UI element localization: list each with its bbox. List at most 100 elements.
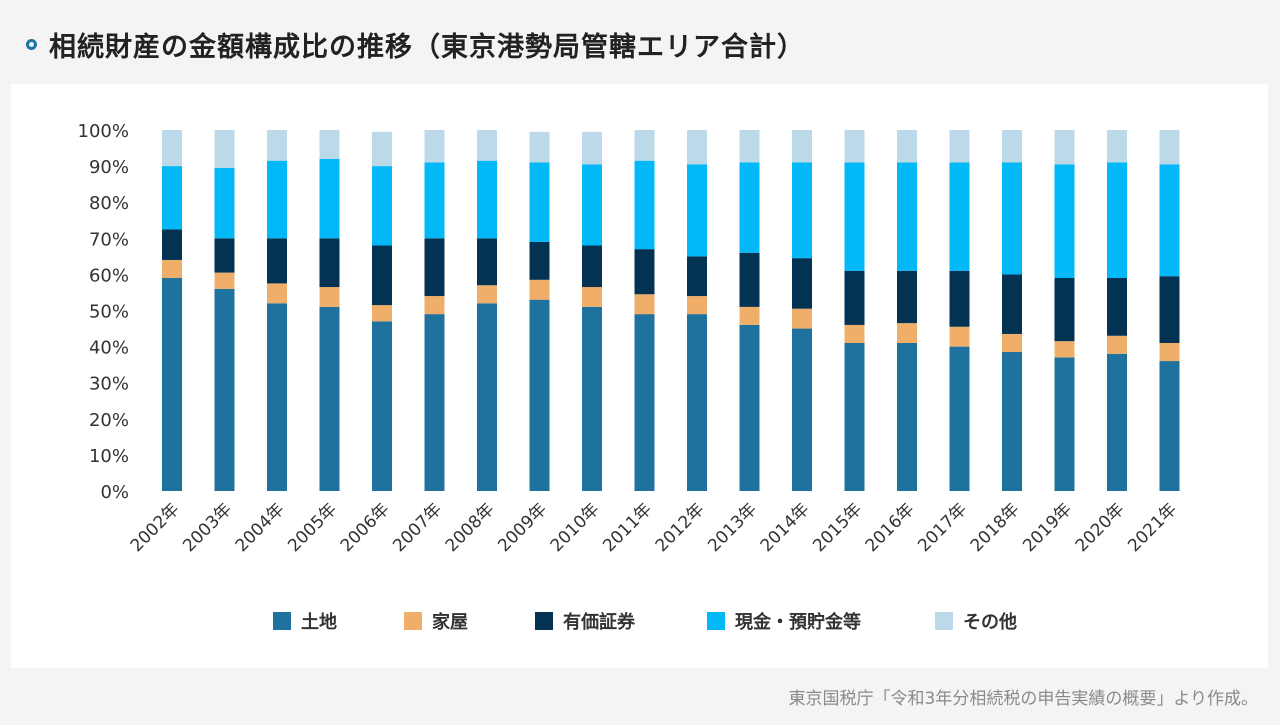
bar-segment <box>582 131 602 165</box>
legend-swatch <box>273 612 291 630</box>
bar-segment <box>844 270 865 325</box>
bar-segment <box>1054 130 1075 165</box>
bar-segment <box>792 328 812 491</box>
bar-segment <box>634 160 655 250</box>
bar-segment <box>267 130 287 161</box>
x-tick-label: 2005年 <box>284 499 341 556</box>
bar-segment <box>949 162 970 271</box>
x-tick-label: 2002年 <box>127 499 184 556</box>
bar-segment <box>529 299 550 491</box>
bar-segment <box>1002 352 1022 491</box>
bar-segment <box>1107 353 1127 491</box>
legend-label: その他 <box>963 611 1017 633</box>
bar-segment <box>162 278 182 491</box>
bar-segment <box>267 160 287 239</box>
bar-segment <box>1054 278 1075 342</box>
bar-segment <box>739 130 760 163</box>
x-tick-label: 2021年 <box>1124 499 1181 556</box>
bar-segment <box>424 238 445 297</box>
bar-segment <box>897 162 917 271</box>
legend-swatch <box>707 612 725 630</box>
bar-segment <box>582 287 602 307</box>
bar-segment <box>739 162 760 253</box>
bar-segment <box>792 258 812 309</box>
source-note: 東京国税庁「令和3年分相続税の申告実績の概要」より作成。 <box>788 689 1258 709</box>
bar-segment <box>1159 164 1180 277</box>
legend-swatch <box>935 612 953 630</box>
bar-segment <box>529 241 550 280</box>
title-bullet-icon <box>26 38 37 50</box>
bar-segment <box>1107 278 1127 336</box>
bar-segment <box>897 342 917 491</box>
bar-segment <box>214 272 235 289</box>
y-tick-label: 0% <box>100 482 129 503</box>
bar-segment <box>529 279 550 300</box>
bar-segment <box>319 158 340 239</box>
bar-segment <box>424 162 445 239</box>
bar-segment <box>687 256 707 297</box>
bar-segment <box>214 130 235 168</box>
bar-segment <box>214 167 235 239</box>
y-tick-label: 60% <box>89 265 129 286</box>
legend-swatch <box>404 612 422 630</box>
y-tick-label: 50% <box>89 302 129 323</box>
bar-segment <box>319 287 340 307</box>
x-tick-label: 2007年 <box>389 499 446 556</box>
legend-label: 現金・預貯金等 <box>735 611 861 633</box>
bar-segment <box>162 130 182 167</box>
bar-segment <box>949 326 970 347</box>
y-tick-label: 80% <box>89 193 129 214</box>
bar-segment <box>844 324 865 343</box>
bar-segment <box>424 314 445 491</box>
y-tick-label: 90% <box>89 157 129 178</box>
x-tick-label: 2020年 <box>1072 499 1129 556</box>
bar-segment <box>1002 333 1022 353</box>
bar-segment <box>844 342 865 491</box>
chart-title: 相続財産の金額構成比の推移（東京港勢局管轄エリア合計） <box>49 31 805 63</box>
bar-segment <box>949 346 970 491</box>
x-tick-label: 2018年 <box>967 499 1024 556</box>
bar-segment <box>477 130 497 161</box>
x-tick-label: 2015年 <box>809 499 866 556</box>
bar-segment <box>634 249 655 295</box>
bar-segment <box>687 130 707 165</box>
bar-segment <box>162 259 182 279</box>
bar-segment <box>949 130 970 163</box>
bar-segment <box>214 238 235 273</box>
y-tick-label: 20% <box>89 410 129 431</box>
bar-segment <box>319 306 340 491</box>
bar-segment <box>372 305 392 322</box>
x-tick-label-overflow: 2 <box>1212 499 1234 521</box>
bar-segment <box>267 238 287 284</box>
bar-segment <box>687 164 707 257</box>
bar-segment <box>897 270 917 324</box>
bar-segment <box>424 130 445 163</box>
x-tick-label: 2014年 <box>757 499 814 556</box>
x-tick-label: 2019年 <box>1019 499 1076 556</box>
bar-segment <box>1107 130 1127 163</box>
bar-segment <box>1054 341 1075 358</box>
bar-segment <box>162 229 182 260</box>
bar-segment <box>792 130 812 163</box>
bar-segment <box>372 131 392 167</box>
bar-segment <box>477 303 497 491</box>
x-tick-label: 2008年 <box>442 499 499 556</box>
bar-segment <box>1107 162 1127 279</box>
bar-segment <box>162 166 182 230</box>
bar-segment <box>1054 164 1075 279</box>
bar-segment <box>1002 162 1022 275</box>
legend-swatch <box>535 612 553 630</box>
bar-segment <box>424 296 445 315</box>
bar-segment <box>477 238 497 286</box>
bar-segment <box>529 131 550 163</box>
legend-label: 家屋 <box>432 611 468 633</box>
legend-label: 土地 <box>301 611 337 633</box>
stacked-bar-chart: 0%10%20%30%40%50%60%70%80%90%100%2002年20… <box>78 121 1234 633</box>
bar-segment <box>477 285 497 304</box>
x-tick-label: 2003年 <box>179 499 236 556</box>
bar-segment <box>1159 130 1180 165</box>
bar-segment <box>319 130 340 159</box>
bar-segment <box>372 245 392 306</box>
bar-segment <box>792 308 812 329</box>
x-tick-label: 2013年 <box>704 499 761 556</box>
